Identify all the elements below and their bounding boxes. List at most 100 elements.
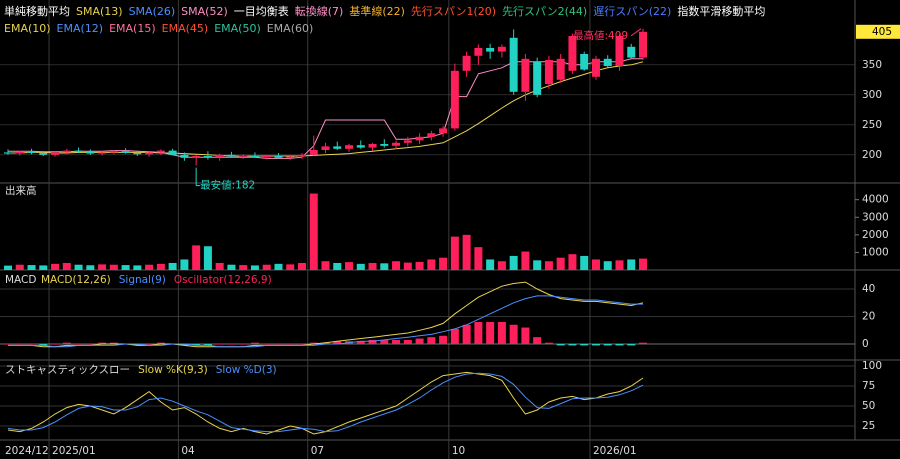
volume-bar xyxy=(121,265,130,270)
volume-bar xyxy=(580,255,589,270)
y-tick-label: 250 xyxy=(862,119,882,131)
panel-title: 出来高 xyxy=(5,184,37,197)
candle-body xyxy=(321,146,330,150)
oscillator-bar xyxy=(239,344,248,345)
oscillator-bar xyxy=(568,344,577,346)
candle-body xyxy=(203,156,212,158)
y-tick-label: 300 xyxy=(862,89,882,101)
indicator-line xyxy=(8,295,643,348)
candle-body xyxy=(403,140,412,143)
candle-body xyxy=(297,154,306,157)
legend-group: 指数平滑移動平均 xyxy=(677,5,766,18)
candle-body xyxy=(180,154,189,158)
candle-body xyxy=(239,155,248,157)
oscillator-bar xyxy=(274,344,283,345)
volume-bar xyxy=(192,245,201,270)
volume-bar xyxy=(227,264,236,270)
oscillator-bar xyxy=(627,344,636,346)
oscillator-bar xyxy=(615,344,624,346)
y-tick-label: 1000 xyxy=(862,246,889,258)
legend-item: EMA(15) xyxy=(109,22,156,35)
oscillator-bar xyxy=(203,344,212,346)
y-tick-label: 3000 xyxy=(862,211,889,223)
oscillator-bar xyxy=(380,339,389,345)
legend-item: SMA(13) xyxy=(76,5,123,18)
volume-bar xyxy=(497,261,506,270)
candle-body xyxy=(486,48,495,52)
volume-bar xyxy=(639,258,647,270)
oscillator-bar xyxy=(333,341,342,345)
volume-bar xyxy=(474,247,483,270)
candle-body xyxy=(345,145,354,149)
indicator-line xyxy=(7,372,644,433)
y-tick-label: 20 xyxy=(862,311,875,323)
candle-body xyxy=(639,31,647,58)
oscillator-bar xyxy=(180,344,189,346)
volume-bar xyxy=(203,246,212,270)
candle-body xyxy=(392,142,401,146)
candle-body xyxy=(603,58,612,66)
volume-bar xyxy=(439,257,448,270)
oscillator-bar xyxy=(603,344,612,346)
oscillator-bar xyxy=(297,344,306,345)
legend-item: EMA(12) xyxy=(56,22,104,35)
annotation: 最安値:182 xyxy=(200,179,255,192)
legend-item: Slow %K(9,3) xyxy=(138,364,208,376)
x-tick-label: 07 xyxy=(311,445,324,457)
legend-item: 基準線(22) xyxy=(349,5,405,18)
oscillator-bar xyxy=(474,322,483,345)
panel-title: ストキャスティックスロー xyxy=(5,364,130,376)
oscillator-bar xyxy=(15,344,24,345)
candle-body xyxy=(86,151,95,154)
oscillator-bar xyxy=(439,335,448,345)
volume-bar xyxy=(615,260,624,270)
price-marker-label: 405 xyxy=(872,26,892,38)
oscillator-bar xyxy=(521,327,530,345)
oscillator-bar xyxy=(450,328,459,345)
volume-bar xyxy=(309,193,318,270)
candle-body xyxy=(168,150,177,155)
oscillator-bar xyxy=(250,342,259,345)
oscillator-bar xyxy=(556,344,565,346)
candle-body xyxy=(51,152,60,155)
candle-body xyxy=(450,70,459,129)
volume-bar xyxy=(380,263,389,270)
candle-body xyxy=(15,151,24,154)
candle-body xyxy=(521,58,530,92)
y-tick-label: 200 xyxy=(862,149,882,161)
x-tick-label: 10 xyxy=(452,445,465,457)
volume-bar xyxy=(450,236,459,270)
volume-bar xyxy=(51,263,60,270)
annotation-arrow xyxy=(630,28,642,37)
candle-body xyxy=(98,152,107,154)
oscillator-bar xyxy=(427,337,436,345)
volume-bar xyxy=(145,264,154,270)
volume-bar xyxy=(627,259,636,270)
y-tick-label: 40 xyxy=(862,283,875,295)
y-tick-label: 350 xyxy=(862,59,882,71)
oscillator-bar xyxy=(86,344,95,345)
candle-body xyxy=(356,145,365,148)
candle-body xyxy=(533,61,542,95)
candle-body xyxy=(133,153,142,155)
volume-bar xyxy=(521,251,530,270)
candle-body xyxy=(462,55,471,71)
volume-bar xyxy=(603,261,612,270)
candle-body xyxy=(380,144,389,146)
candle-body xyxy=(109,151,118,153)
volume-bar xyxy=(356,263,365,270)
candle-body xyxy=(192,156,201,158)
x-tick-label: 2026/01 xyxy=(593,445,637,457)
y-tick-label: 75 xyxy=(862,380,875,392)
oscillator-bar xyxy=(98,342,107,345)
candle-body xyxy=(509,37,518,92)
legend-item: 先行スパン2(44) xyxy=(502,5,588,18)
indicator-line xyxy=(7,371,644,435)
volume-bar xyxy=(74,264,83,270)
legend-item: 遅行スパン(22) xyxy=(593,5,672,18)
volume-bar xyxy=(297,262,306,270)
volume-bar xyxy=(109,264,118,270)
oscillator-bar xyxy=(639,342,647,345)
oscillator-bar xyxy=(286,344,295,345)
oscillator-bar xyxy=(533,337,542,345)
